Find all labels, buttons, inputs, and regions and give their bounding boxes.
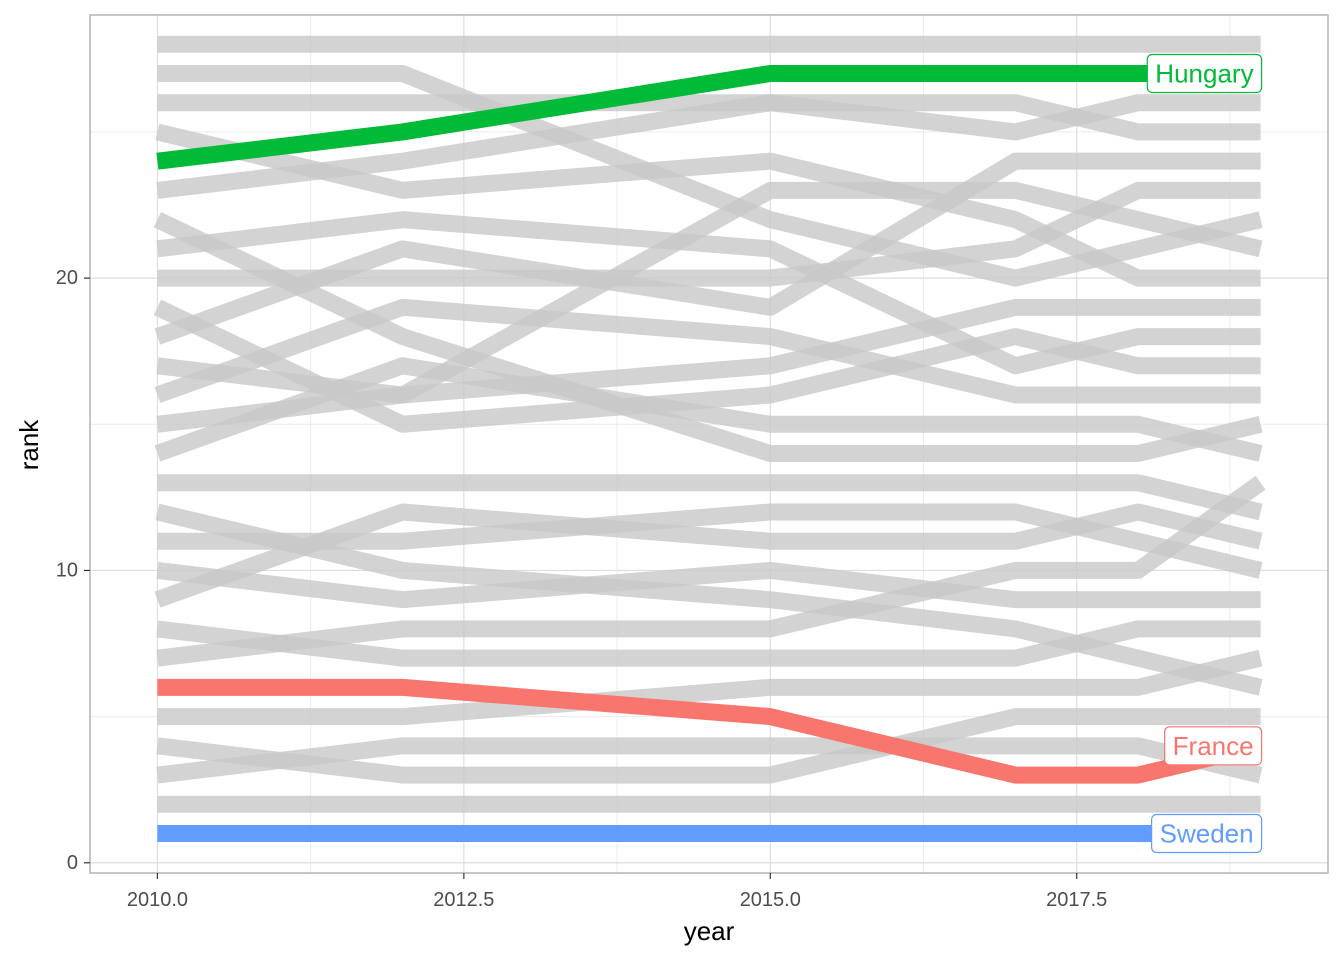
x-tick-label: 2010.0 — [127, 889, 188, 911]
background-series-line — [154, 152, 1261, 345]
background-series-line — [157, 181, 1261, 287]
y-axis-title: rank — [14, 419, 44, 471]
background-series-line — [157, 94, 1261, 141]
background-series-line — [157, 474, 1263, 521]
y-tick-label: 0 — [67, 852, 78, 874]
background-series-line — [156, 181, 1263, 433]
sweden-label-box — [1151, 813, 1263, 854]
france-label: France — [1164, 726, 1263, 766]
y-tick-label: 20 — [56, 267, 78, 289]
y-tick-label: 10 — [56, 559, 78, 581]
france-label-text: France — [1173, 731, 1254, 761]
background-series-line — [154, 357, 1263, 462]
background-series-line — [157, 649, 1263, 726]
france-label-box — [1164, 726, 1263, 766]
sweden-label: Sweden — [1151, 813, 1263, 854]
x-tick-label: 2012.5 — [433, 889, 494, 911]
hungary-label-text: Hungary — [1155, 58, 1253, 88]
background-series-line — [156, 561, 1261, 609]
background-series-line — [154, 503, 1263, 608]
series-labels: Hungary France Sweden — [1146, 53, 1263, 854]
france-series-line — [157, 678, 1263, 784]
sweden-label-text: Sweden — [1160, 819, 1254, 849]
x-tick-label: 2017.5 — [1046, 889, 1107, 911]
x-axis-title: year — [684, 916, 735, 946]
background-series-line — [156, 475, 1266, 667]
background-series-lines — [153, 35, 1266, 813]
x-axis-ticks: 2010.0 2012.5 2015.0 2017.5 — [127, 873, 1107, 911]
background-series-line — [156, 298, 1261, 404]
y-axis-ticks: 0 10 20 — [56, 267, 90, 874]
background-series-line — [157, 64, 1263, 287]
x-tick-label: 2015.0 — [740, 889, 801, 911]
background-series-line — [155, 503, 1263, 696]
hungary-label: Hungary — [1146, 53, 1263, 94]
background-series-line — [156, 94, 1261, 199]
background-series-line — [154, 298, 1261, 404]
hungary-label-box — [1146, 53, 1263, 94]
background-series-line — [156, 620, 1261, 667]
panel-border — [89, 14, 1329, 874]
background-series-line — [156, 211, 1261, 375]
